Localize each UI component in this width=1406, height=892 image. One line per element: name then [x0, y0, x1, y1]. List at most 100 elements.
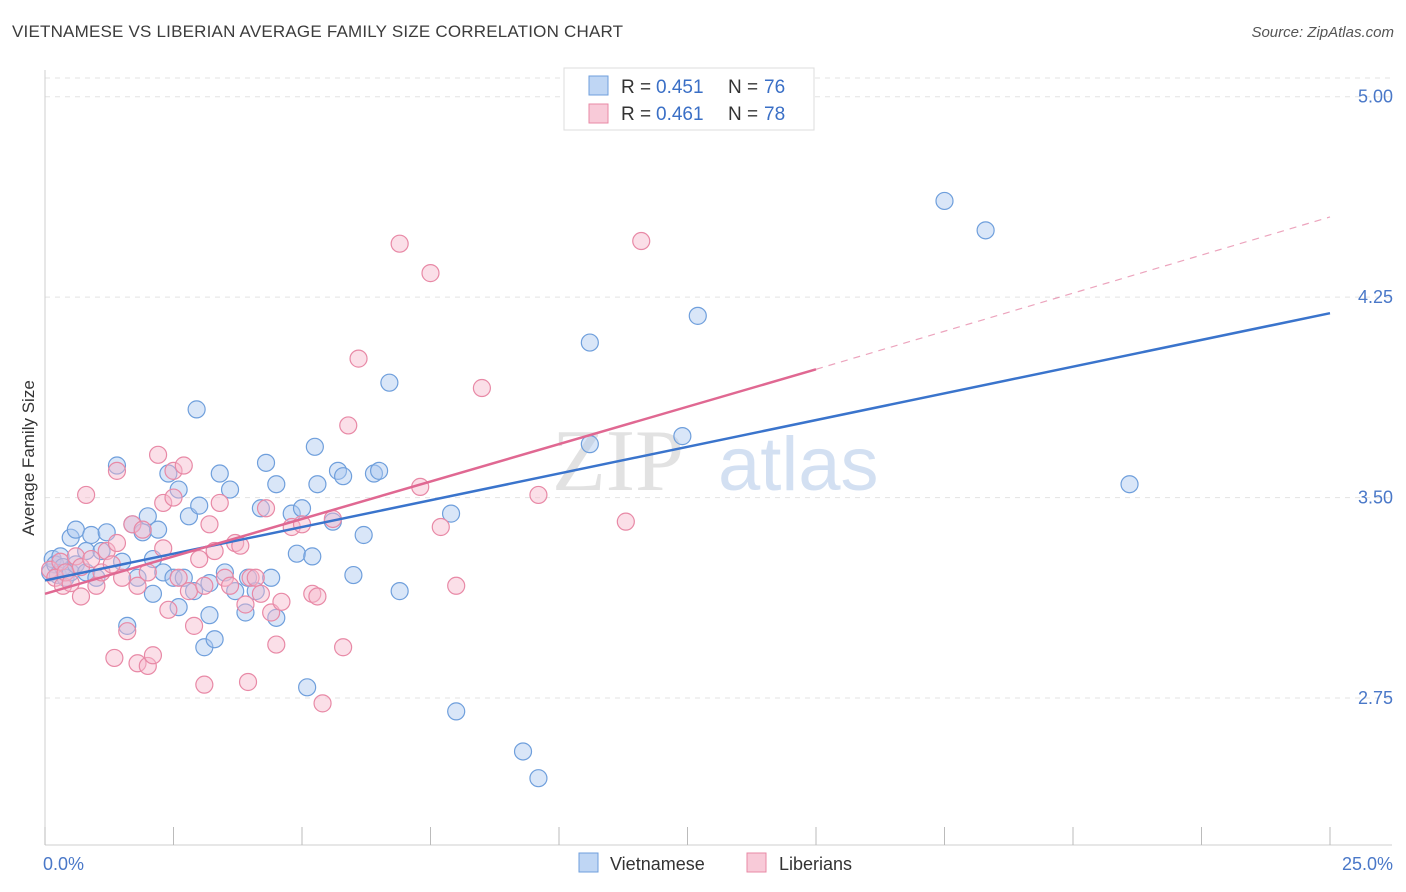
data-point [580, 333, 599, 352]
series-points-vietnamese [41, 191, 1139, 788]
data-point [107, 533, 127, 553]
data-point [118, 616, 137, 635]
data-point [82, 549, 101, 569]
y-tick-label: 5.00 [1358, 87, 1393, 107]
data-point [447, 702, 466, 721]
data-point [190, 549, 209, 569]
data-point [118, 622, 137, 641]
data-point [169, 568, 188, 587]
data-point [421, 264, 440, 283]
data-point [334, 467, 353, 486]
data-point [220, 576, 240, 595]
data-point [200, 515, 219, 534]
data-point [138, 656, 157, 676]
data-point [303, 584, 322, 603]
data-point [390, 234, 409, 253]
data-point [138, 507, 157, 526]
data-point [205, 630, 224, 649]
data-point [313, 694, 332, 713]
data-point [123, 515, 142, 534]
trend-line-vietnamese [44, 311, 1331, 582]
data-point [1120, 475, 1139, 494]
data-point [238, 672, 258, 692]
data-point [107, 461, 127, 480]
series-legend: Vietnamese Liberians [578, 852, 852, 874]
data-point [529, 485, 548, 505]
legend-n-value-vietnamese: 76 [764, 77, 785, 98]
data-point [390, 582, 409, 601]
data-point [190, 496, 209, 515]
data-point [298, 678, 317, 697]
data-point [334, 638, 353, 657]
data-point [272, 592, 291, 611]
data-point [184, 582, 204, 601]
y-tick-labels: 2.75 3.50 4.25 5.00 [1358, 87, 1393, 708]
series-legend-swatch-liberians [746, 852, 767, 873]
legend-n-label-vietnamese: N = [728, 77, 758, 98]
data-point [87, 576, 106, 595]
data-point [148, 445, 168, 464]
data-point [169, 598, 188, 617]
data-point [673, 427, 692, 446]
data-point [154, 493, 173, 513]
data-point [128, 654, 147, 673]
data-point [174, 456, 193, 475]
x-tick-label: 0.0% [43, 854, 84, 874]
data-point [308, 475, 327, 494]
data-point [164, 568, 183, 587]
data-point [688, 306, 707, 325]
data-point [210, 464, 229, 483]
data-point [241, 568, 260, 587]
x-tick-label: 25.0% [1342, 854, 1393, 874]
legend-r-label-liberians: R = [621, 104, 651, 125]
data-point [262, 568, 281, 587]
series-legend-label-vietnamese: Vietnamese [610, 854, 705, 874]
data-point [246, 568, 265, 587]
data-point [195, 675, 214, 694]
data-point [251, 584, 270, 603]
data-point [246, 582, 265, 601]
data-point [441, 504, 461, 523]
data-point [164, 461, 183, 480]
series-legend-swatch-vietnamese [578, 852, 599, 873]
data-point [164, 488, 183, 507]
data-point [210, 493, 229, 513]
y-tick-label: 4.25 [1358, 287, 1393, 307]
data-point [292, 499, 312, 518]
trend-line-extension-liberians [815, 216, 1331, 370]
data-point [174, 568, 193, 587]
y-tick-label: 2.75 [1358, 688, 1393, 708]
data-point [195, 576, 214, 595]
data-point [935, 191, 954, 211]
data-point [287, 544, 306, 563]
data-point [220, 480, 240, 499]
data-point [179, 582, 199, 601]
data-point [51, 547, 70, 566]
legend-r-value-liberians: 0.461 [656, 104, 704, 125]
data-point [159, 600, 178, 619]
trend-lines [44, 216, 1331, 595]
legend-r-value-vietnamese: 0.451 [656, 77, 704, 98]
data-point [328, 461, 348, 480]
data-point [976, 221, 995, 240]
data-point [82, 525, 101, 545]
legend-swatch-liberians [588, 103, 609, 124]
data-point [256, 453, 276, 472]
data-point [339, 416, 358, 435]
data-point [159, 464, 178, 483]
data-point [184, 616, 204, 635]
legend-r-label-vietnamese: R = [621, 77, 651, 98]
data-point [148, 520, 168, 539]
data-point [226, 582, 245, 601]
data-point [632, 231, 651, 251]
series-legend-label-liberians: Liberians [779, 854, 852, 874]
data-point [187, 400, 206, 419]
data-point [256, 499, 276, 518]
data-point [200, 606, 219, 625]
data-point [66, 520, 85, 539]
data-point [71, 587, 91, 606]
x-tick-labels: 0.0% 25.0% [43, 854, 1393, 874]
data-point [305, 437, 324, 456]
legend-swatch-vietnamese [588, 75, 609, 96]
